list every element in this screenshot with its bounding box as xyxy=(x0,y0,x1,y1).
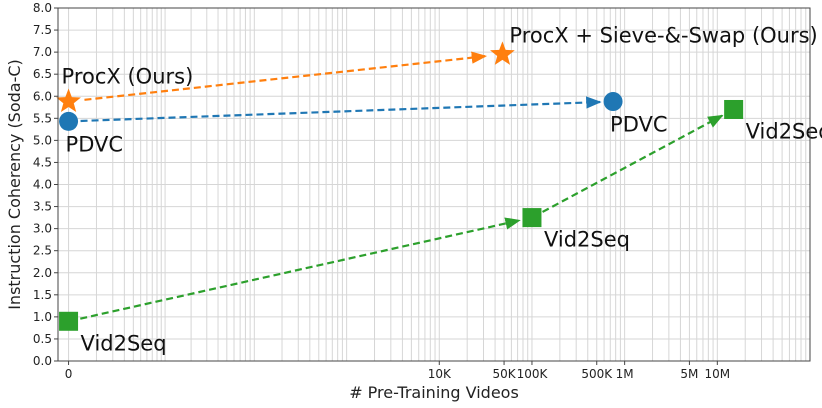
vid2seq-marker xyxy=(724,99,744,119)
x-tick-label: 100K xyxy=(517,367,549,381)
procx-arrow xyxy=(84,51,488,101)
vid2seq-arrow xyxy=(542,114,724,213)
x-tick-label: 50K xyxy=(492,367,516,381)
x-tick-label: 10M xyxy=(705,367,731,381)
y-tick-label: 6.5 xyxy=(33,67,52,81)
y-tick-label: 0.5 xyxy=(33,332,52,346)
procx-ours-label: ProcX (Ours) xyxy=(62,65,194,89)
procx-sieve-swap-ours-label: ProcX + Sieve-&-Swap (Ours) xyxy=(509,23,817,47)
y-tick-label: 2.0 xyxy=(33,266,52,280)
vid2seq-label: Vid2Seq xyxy=(544,228,630,252)
procx-marker xyxy=(56,88,81,113)
pdvc-marker xyxy=(59,111,79,131)
y-tick-label: 1.5 xyxy=(33,288,52,302)
y-tick-label: 0.0 xyxy=(33,354,52,368)
x-tick-label: 500K xyxy=(581,367,613,381)
y-axis-ticks: 0.0 0.5 1.0 1.5 2.0 2.5 3.0 3.5 4.0 4.5 5.0 5.5 6.0 6… xyxy=(33,1,58,368)
y-tick-label: 2.5 xyxy=(33,244,52,258)
x-axis-ticks: 0 10K 50K 100K 500K 1M 5M 10M xyxy=(65,361,730,381)
y-tick-label: 3.5 xyxy=(33,200,52,214)
x-tick-label: 5M xyxy=(680,367,698,381)
vid2seq-label: Vid2Seq xyxy=(81,331,167,355)
x-axis-label: # Pre-Training Videos xyxy=(349,383,519,402)
grid xyxy=(58,7,811,362)
y-tick-label: 7.0 xyxy=(33,45,52,59)
y-tick-label: 6.0 xyxy=(33,89,52,103)
y-tick-label: 4.0 xyxy=(33,178,52,192)
y-tick-label: 3.0 xyxy=(33,222,52,236)
pdvc-label: PDVC xyxy=(66,132,124,156)
y-tick-label: 8.0 xyxy=(33,1,52,15)
x-tick-label: 10K xyxy=(428,367,452,381)
y-axis-label: Instruction Coherency (Soda-C) xyxy=(5,59,24,310)
series-lines xyxy=(80,51,724,320)
vid2seq-label: Vid2Seq xyxy=(746,119,822,143)
vid2seq-marker xyxy=(522,208,542,228)
markers xyxy=(56,41,744,331)
y-tick-label: 5.5 xyxy=(33,111,52,125)
pdvc-arrow xyxy=(80,96,602,123)
y-tick-label: 4.5 xyxy=(33,155,52,169)
x-tick-label: 1M xyxy=(616,367,634,381)
pdvc-marker xyxy=(603,92,623,112)
x-tick-label: 0 xyxy=(65,367,73,381)
pdvc-label: PDVC xyxy=(610,113,668,137)
y-tick-label: 1.0 xyxy=(33,310,52,324)
vid2seq-marker xyxy=(59,311,79,331)
point-labels: ProcX (Ours) ProcX + Sieve-&-Swap (Ours) P… xyxy=(62,23,822,355)
y-tick-label: 7.5 xyxy=(33,23,52,37)
vid2seq-arrow xyxy=(80,217,521,320)
procx-marker xyxy=(490,41,515,65)
y-tick-label: 5.0 xyxy=(33,133,52,147)
